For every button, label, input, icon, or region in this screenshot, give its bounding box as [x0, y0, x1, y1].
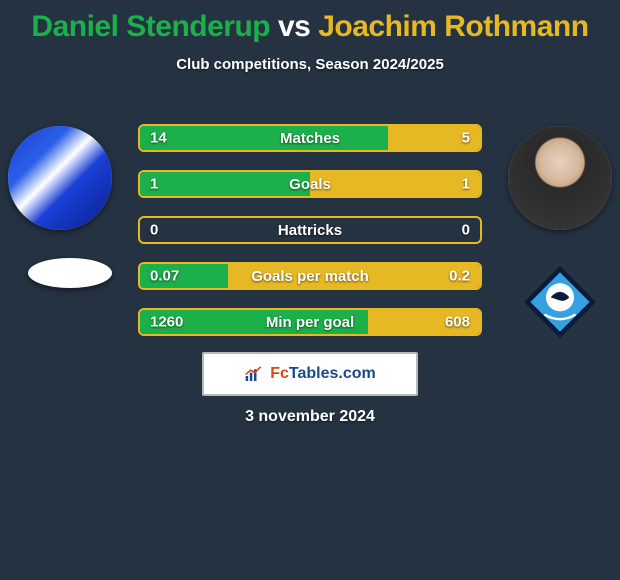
player2-avatar-img [508, 126, 612, 230]
stat-value-left: 1 [150, 176, 158, 193]
brand-text: FcTables.com [270, 365, 376, 383]
stat-fill-right [310, 172, 480, 196]
stat-label: Goals per match [251, 268, 369, 285]
stat-row: 1260 608 Min per goal [138, 308, 482, 336]
title-player1: Daniel Stenderup [31, 10, 270, 43]
player1-club-logo [28, 258, 112, 288]
player1-avatar [8, 126, 112, 230]
stat-label: Goals [289, 176, 331, 193]
player2-club-logo [508, 260, 612, 344]
stat-value-right: 0 [462, 222, 470, 239]
stat-label: Matches [280, 130, 340, 147]
stats-table: 14 5 Matches 1 1 Goals 0 0 Hattricks 0.07 0.2 Goals… [138, 124, 482, 354]
stat-value-left: 1260 [150, 314, 183, 331]
shield-icon [521, 263, 599, 341]
brand-pre: Fc [270, 365, 289, 382]
stat-value-right: 0.2 [449, 268, 470, 285]
stat-value-left: 14 [150, 130, 167, 147]
date-label: 3 november 2024 [0, 408, 620, 426]
stat-value-right: 608 [445, 314, 470, 331]
title-player2: Joachim Rothmann [318, 10, 588, 43]
stat-value-left: 0.07 [150, 268, 179, 285]
stat-row: 0.07 0.2 Goals per match [138, 262, 482, 290]
stat-row: 14 5 Matches [138, 124, 482, 152]
title-vs: vs [278, 10, 310, 43]
player2-avatar [508, 126, 612, 230]
chart-icon [244, 366, 264, 382]
stat-row: 1 1 Goals [138, 170, 482, 198]
stat-row: 0 0 Hattricks [138, 216, 482, 244]
stat-label: Min per goal [266, 314, 354, 331]
stat-fill-left [140, 126, 388, 150]
brand-badge: FcTables.com [202, 352, 418, 396]
stat-value-right: 5 [462, 130, 470, 147]
player1-avatar-img [8, 126, 112, 230]
comparison-title: Daniel Stenderup vs Joachim Rothmann [0, 0, 620, 44]
subtitle: Club competitions, Season 2024/2025 [0, 56, 620, 73]
stat-fill-left [140, 172, 310, 196]
stat-value-left: 0 [150, 222, 158, 239]
brand-post: Tables.com [289, 365, 376, 382]
stat-value-right: 1 [462, 176, 470, 193]
stat-label: Hattricks [278, 222, 342, 239]
